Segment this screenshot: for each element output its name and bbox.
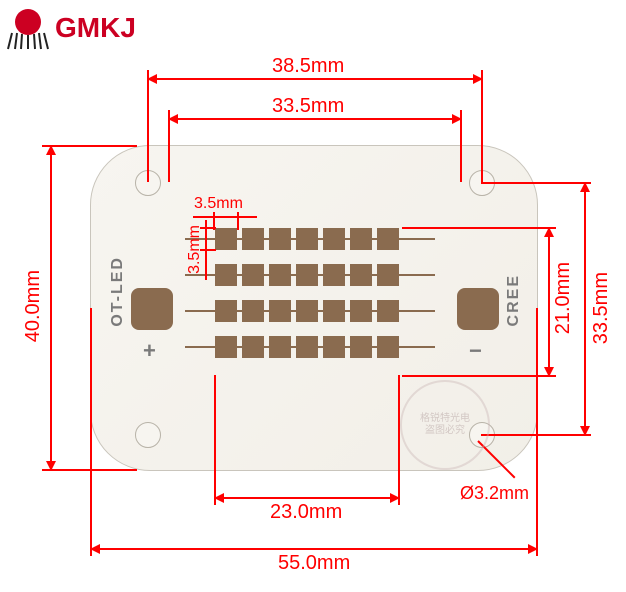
arrow-icon [452,114,462,124]
watermark-line2: 盗图必究 [425,425,465,436]
dim-hole-pitch-w: 38.5mm [272,55,344,78]
trace-row [185,346,435,348]
dim-line [193,216,257,218]
dim-ext [402,375,556,377]
dim-line [548,227,550,377]
arrow-icon [580,426,590,436]
arrow-icon [544,367,554,377]
dim-height: 40.0mm [22,270,45,342]
arrow-icon [473,74,483,84]
arrow-icon [168,114,178,124]
trace-row [185,310,435,312]
polarity-plus: + [143,338,156,364]
dim-outer-h-right: 33.5mm [590,272,613,344]
dim-line [214,497,400,499]
board-label-left: OT-LED [109,256,127,327]
brand-logo: GMKJ [5,5,136,51]
dim-ext [536,308,538,556]
dim-inner-w: 33.5mm [272,95,344,118]
arrow-icon [390,493,400,503]
trace-row [185,238,435,240]
arrow-icon [214,493,224,503]
dim-line [147,78,483,80]
polarity-minus: − [469,338,482,364]
dim-ext [42,145,137,147]
dim-ext [481,182,591,184]
dim-width: 55.0mm [278,552,350,575]
sun-icon [5,5,51,51]
led-pad-grid [215,228,399,372]
arrow-icon [528,544,538,554]
arrow-icon [46,145,56,155]
brand-text: GMKJ [55,12,136,44]
watermark-line1: 格锐特光电 [420,413,470,424]
dim-inner-h: 21.0mm [552,262,575,334]
dim-line [168,118,462,120]
dim-pad-w: 3.5mm [194,195,243,213]
mount-hole-bl [135,422,161,448]
board-label-right: CREE [505,274,523,326]
contact-pad-plus [131,288,173,330]
contact-pad-minus [457,288,499,330]
dim-grid-w: 23.0mm [270,501,342,524]
arrow-icon [147,74,157,84]
dim-ext [398,375,400,505]
dim-ext [214,375,216,505]
dim-line [90,548,538,550]
arrow-icon [580,182,590,192]
arrow-icon [46,461,56,471]
dim-ext [200,249,216,251]
dim-ext [200,227,216,229]
dim-ext [90,308,92,556]
dim-ext [147,70,149,182]
dim-line [205,220,207,280]
dim-line [50,145,52,471]
dim-line [584,182,586,436]
trace-row [185,274,435,276]
arrow-icon [90,544,100,554]
arrow-icon [544,227,554,237]
dim-ext [481,70,483,182]
dim-ext [237,212,239,230]
watermark-stamp: 格锐特光电 盗图必究 [400,380,490,470]
dim-hole-dia: Ø3.2mm [460,483,529,504]
dim-ext [402,227,556,229]
